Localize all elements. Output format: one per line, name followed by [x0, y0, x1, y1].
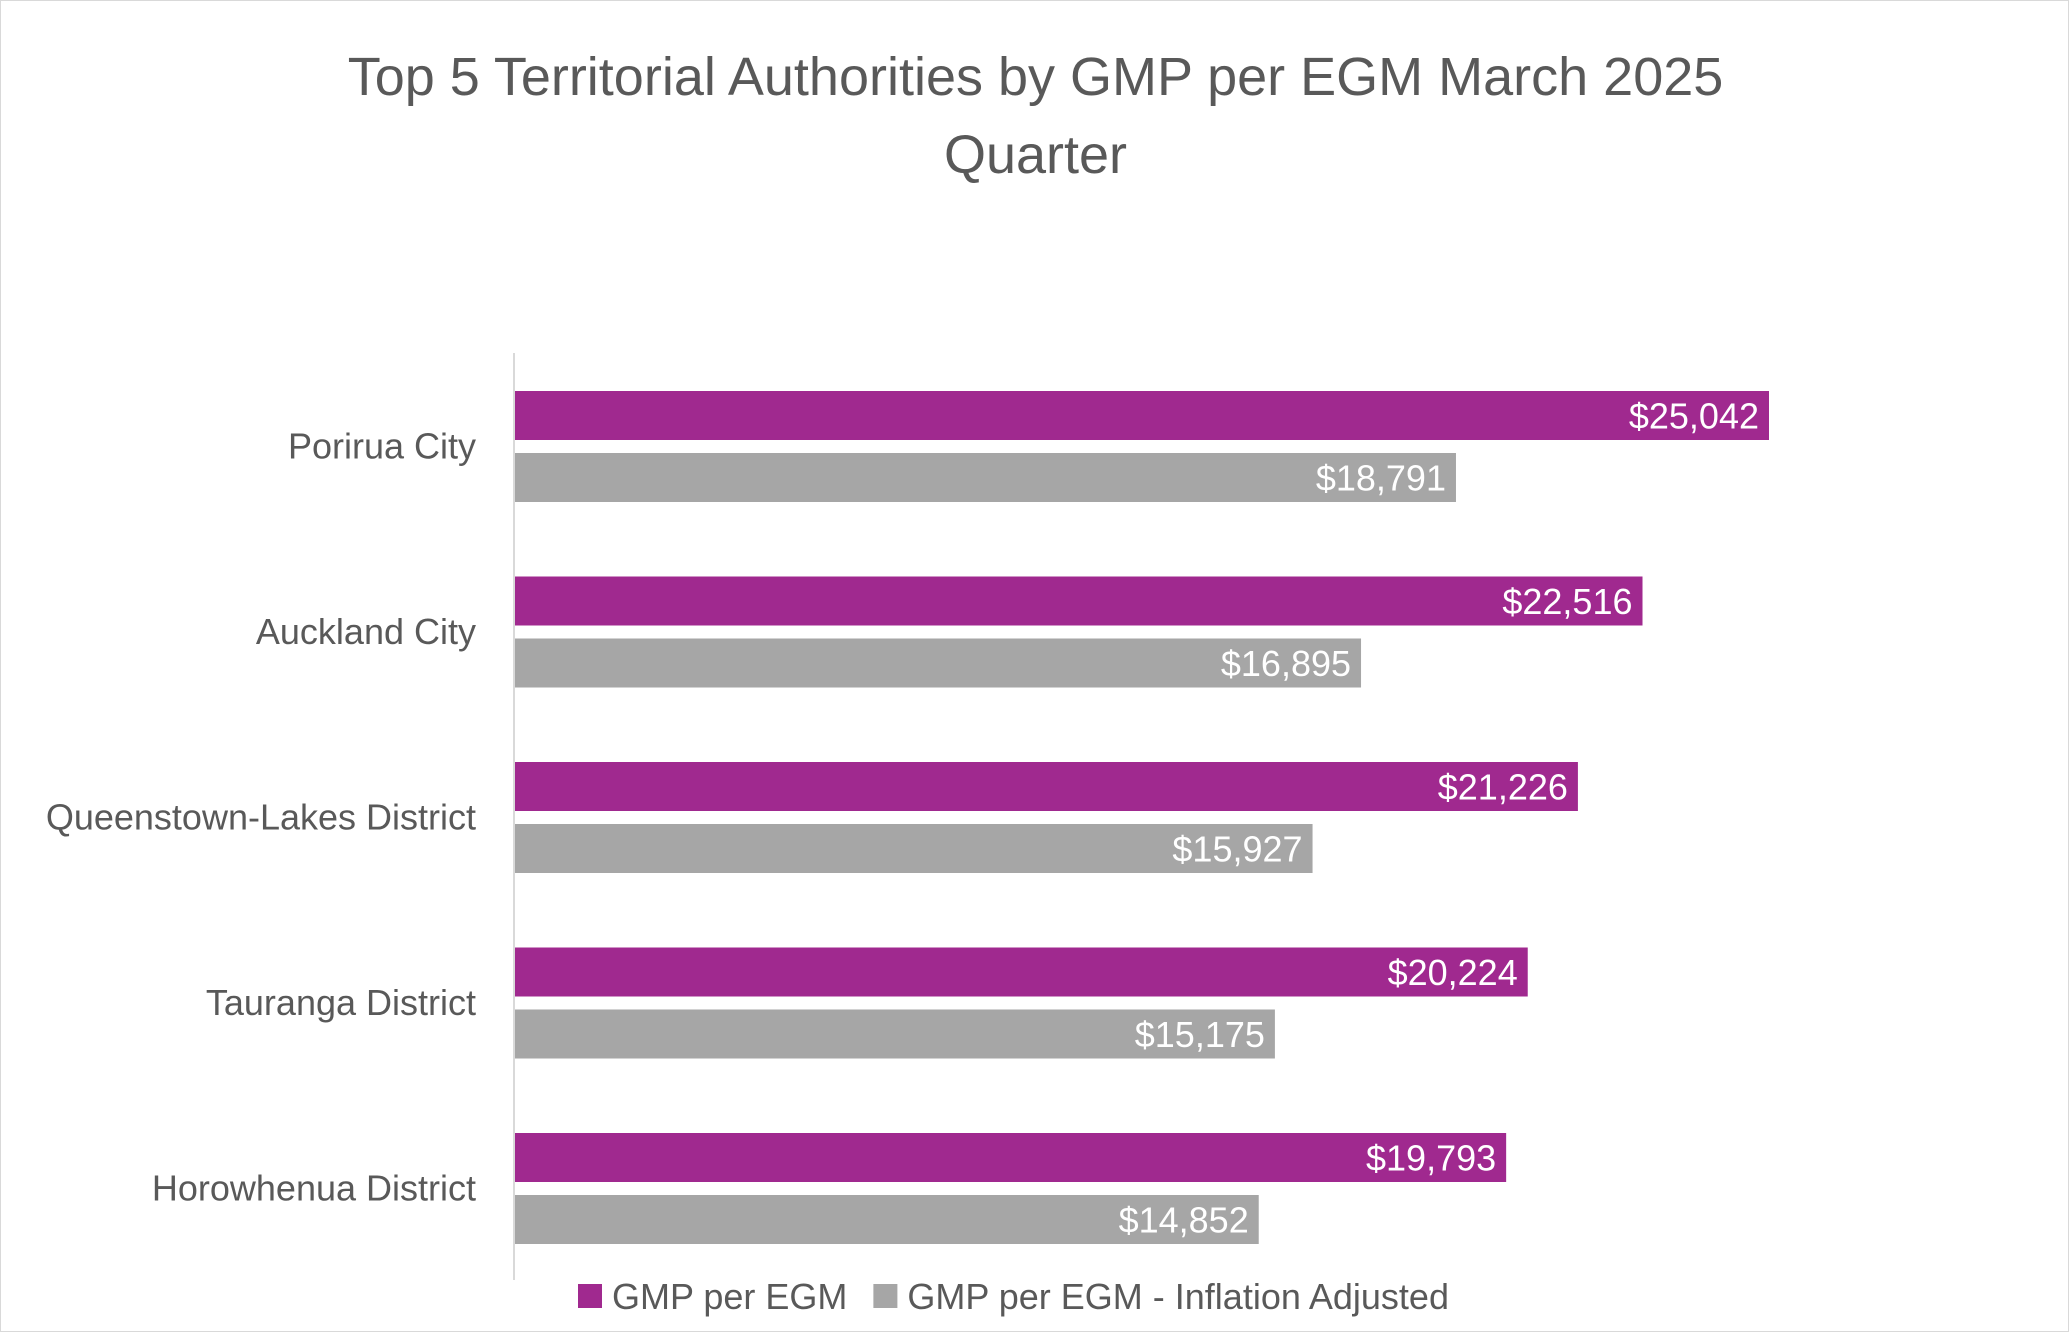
bar-gmp-per-egm [515, 947, 1528, 997]
bar-gmp-inflation-adjusted [515, 1195, 1259, 1244]
bar-gmp-per-egm [515, 576, 1643, 626]
legend-label-gmp-per-egm: GMP per EGM [612, 1276, 847, 1317]
chart-title-line-2: Quarter [943, 125, 1128, 185]
bar-gmp-inflation-adjusted [515, 638, 1362, 688]
data-label: $15,927 [1172, 829, 1302, 870]
bar-gmp-inflation-adjusted [515, 453, 1456, 502]
category-label: Porirua City [288, 426, 476, 467]
data-label: $21,226 [1438, 767, 1568, 808]
category-label: Tauranga District [206, 982, 476, 1023]
data-label: $22,516 [1502, 581, 1632, 622]
bar-gmp-per-egm [515, 1133, 1507, 1182]
data-label: $15,175 [1135, 1014, 1265, 1055]
legend-label-inflation-adjusted: GMP per EGM - Inflation Adjusted [907, 1276, 1449, 1317]
legend-swatch-gmp-per-egm [578, 1284, 602, 1308]
legend-swatch-inflation-adjusted [873, 1284, 898, 1308]
bar-gmp-per-egm [515, 762, 1578, 811]
category-label: Queenstown-Lakes District [46, 797, 476, 838]
data-label: $14,852 [1119, 1200, 1249, 1241]
bar-gmp-inflation-adjusted [515, 824, 1313, 873]
chart-title: Top 5 Territorial Authorities by GMP per… [347, 47, 1724, 107]
data-label: $20,224 [1388, 952, 1518, 993]
data-label: $19,793 [1366, 1138, 1496, 1179]
data-label: $18,791 [1316, 458, 1446, 499]
data-label: $25,042 [1629, 396, 1759, 437]
category-label: Horowhenua District [152, 1168, 476, 1209]
category-label: Auckland City [256, 611, 476, 652]
bar-gmp-inflation-adjusted [515, 1009, 1275, 1059]
bar-gmp-per-egm [515, 391, 1769, 440]
data-label: $16,895 [1221, 643, 1351, 684]
